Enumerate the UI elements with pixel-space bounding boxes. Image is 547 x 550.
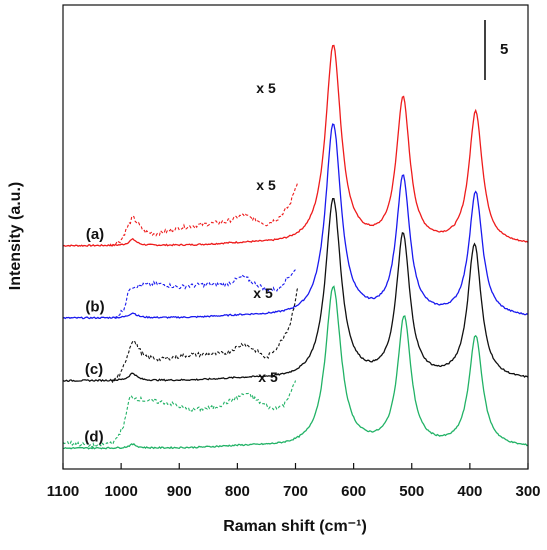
x-tick-label: 400 bbox=[457, 483, 482, 500]
x-axis-title: Raman shift (cm⁻¹) bbox=[223, 518, 367, 535]
y-axis-title: Intensity (a.u.) bbox=[7, 182, 24, 290]
magnified-line bbox=[109, 181, 299, 248]
x-tick-label: 300 bbox=[515, 483, 540, 500]
curve-label: (d) bbox=[84, 429, 103, 446]
x-axis-ticks: 1100 1000 900 800 700 600 500 400 300 bbox=[47, 463, 541, 500]
series-1: (a) x 5 bbox=[62, 44, 529, 248]
spectrum-line bbox=[62, 285, 529, 450]
magnified-line bbox=[111, 287, 299, 383]
series-4: (d) x 5 bbox=[62, 285, 529, 450]
curve-label: (a) bbox=[86, 226, 104, 243]
x-tick-label: 1100 bbox=[47, 483, 80, 500]
magnification-label: x 5 bbox=[253, 285, 273, 301]
magnified-line bbox=[114, 269, 296, 319]
series-2: (b) x 5 bbox=[62, 123, 529, 320]
magnification-label: x 5 bbox=[258, 369, 278, 385]
curve-label: (c) bbox=[85, 361, 103, 378]
magnification-label: x 5 bbox=[256, 80, 276, 96]
curve-label: (b) bbox=[85, 298, 104, 315]
magnification-label: x 5 bbox=[256, 177, 276, 193]
spectrum-line bbox=[62, 123, 529, 320]
series-3: (c) x 5 bbox=[62, 198, 529, 383]
x-tick-label: 500 bbox=[399, 483, 424, 500]
x-tick-label: 800 bbox=[225, 483, 250, 500]
plot-frame bbox=[62, 4, 529, 470]
x-tick-label: 600 bbox=[341, 483, 366, 500]
spectrum-line bbox=[62, 198, 529, 383]
x-tick-label: 900 bbox=[167, 483, 192, 500]
spectrum-line bbox=[62, 44, 529, 247]
x-tick-label: 1000 bbox=[104, 483, 137, 500]
scale-bar-label: 5 bbox=[500, 41, 508, 58]
magnified-line bbox=[62, 380, 297, 450]
plot-area: (a) x 5 (b) x 5 (c) x 5 (d) x 5 bbox=[62, 44, 529, 450]
x-tick-label: 700 bbox=[283, 483, 308, 500]
